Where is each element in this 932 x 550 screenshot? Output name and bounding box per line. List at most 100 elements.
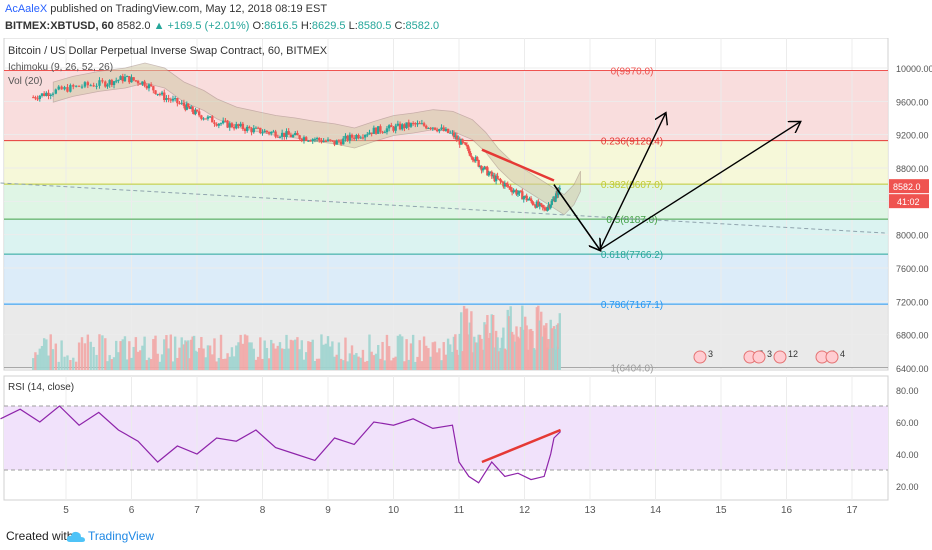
volume-bar [459, 312, 463, 370]
open-label: O: [252, 20, 265, 32]
volume-bar [132, 346, 135, 370]
volume-bar [36, 354, 39, 370]
event-badge-icon[interactable] [773, 350, 787, 364]
candle-body [431, 127, 434, 129]
fib-level-label: 0.5(8187.0) [606, 215, 657, 226]
rsi-divergence-trendline[interactable] [481, 428, 561, 464]
candle-body [83, 82, 87, 87]
candle-body [189, 106, 193, 109]
candle-body [261, 132, 264, 134]
volume-bar [60, 340, 63, 370]
volume-bar [473, 336, 476, 370]
candle-body [228, 123, 231, 128]
volume-bar [416, 356, 419, 370]
candle-body [215, 124, 218, 126]
volume-bar [192, 335, 196, 370]
candle-body [204, 118, 207, 120]
close-label: C: [394, 20, 406, 32]
candle-body [509, 186, 512, 190]
candle-body [519, 190, 523, 192]
candle-body [475, 157, 479, 161]
candle-body [232, 127, 236, 129]
volume-bar [486, 315, 489, 370]
volume-bar [529, 328, 533, 370]
volume-bar [289, 339, 293, 370]
volume-bar [492, 315, 495, 370]
event-badge-icon[interactable] [825, 350, 839, 364]
time-axis[interactable]: 5 6 7 8 9 10 11 12 13 14 15 16 17 [63, 505, 858, 516]
candle-body [392, 127, 395, 131]
candle-body [529, 198, 533, 202]
volume-bar [487, 337, 491, 370]
rsi-axis-tick: 80.00 [896, 386, 919, 396]
volume-bar [538, 320, 541, 370]
volume-bar [490, 314, 493, 370]
candle-body [89, 85, 92, 87]
candle-body [420, 123, 424, 125]
footer-bar: Created with TradingView [0, 522, 932, 550]
fib-level-label: 0.236(9128.4) [601, 137, 663, 148]
candle-body [304, 137, 308, 141]
event-badge-icon[interactable] [693, 350, 707, 364]
candle-body [132, 77, 135, 81]
volume-bar [243, 334, 247, 370]
volume-bar [261, 358, 264, 370]
volume-bar [283, 348, 286, 370]
volume-bar [302, 359, 306, 370]
candle-body [149, 84, 153, 87]
projection-arrow-down[interactable] [553, 184, 600, 250]
candle-body [502, 182, 505, 187]
price-pane[interactable]: 0(9970.0) 0.236(9128.4) 0.382(8607.0) 0.5(8… [0, 38, 932, 375]
time-axis-tick: 17 [846, 505, 858, 516]
volume-bar [537, 305, 540, 370]
candle-body [158, 93, 162, 95]
volume-bar [471, 352, 475, 370]
volume-bar [455, 349, 459, 370]
volume-bar [478, 334, 482, 370]
volume-bar [69, 360, 72, 370]
volume-bar [213, 338, 216, 370]
volume-bar [176, 357, 179, 370]
candle-body [38, 95, 41, 100]
volume-bar [390, 360, 393, 370]
candle-body [42, 93, 46, 96]
candle-body [433, 127, 437, 130]
volume-bar [222, 358, 225, 370]
candle-body [202, 118, 205, 120]
rsi-line[interactable] [0, 405, 561, 484]
volume-bar [276, 345, 279, 370]
candle-body [169, 99, 172, 101]
candle-body [191, 106, 194, 112]
candle-body [141, 81, 144, 85]
volume-bar [89, 341, 92, 370]
candle-body [326, 139, 330, 142]
author-link[interactable]: AcAaleX [5, 3, 48, 15]
volume-bar [63, 356, 66, 370]
candle-body [538, 203, 541, 207]
chart-canvas[interactable]: 0(9970.0) 0.236(9128.4) 0.382(8607.0) 0.5(8… [0, 38, 932, 522]
support-trendline[interactable] [0, 182, 885, 234]
price-trendline[interactable] [481, 148, 555, 182]
rsi-pane[interactable]: RSI (14, close) 20.00 40.00 60.00 80.00 [0, 375, 919, 501]
projection-arrow-up[interactable] [599, 114, 666, 250]
volume-bar [45, 339, 48, 370]
volume-bar [230, 347, 234, 370]
event-badge-icon[interactable] [752, 350, 766, 364]
volume-bar [499, 347, 502, 370]
volume-bar [145, 360, 148, 370]
candle-body [101, 80, 104, 82]
projection-arrow-up[interactable] [599, 122, 800, 251]
volume-bar [335, 354, 338, 370]
volume-bar [489, 332, 492, 370]
tradingview-logo[interactable]: TradingView [66, 527, 216, 547]
volume-bar [182, 344, 186, 370]
candle-body [359, 137, 362, 139]
rsi-axis-tick: 40.00 [896, 450, 919, 460]
candle-body [72, 85, 75, 87]
price-axis-tick: 10000.00 [896, 64, 932, 74]
rsi-band-fill [4, 406, 888, 470]
volume-bar [363, 361, 367, 370]
candle-body [185, 103, 189, 110]
volume-bar [433, 341, 437, 370]
candle-body [541, 204, 544, 208]
